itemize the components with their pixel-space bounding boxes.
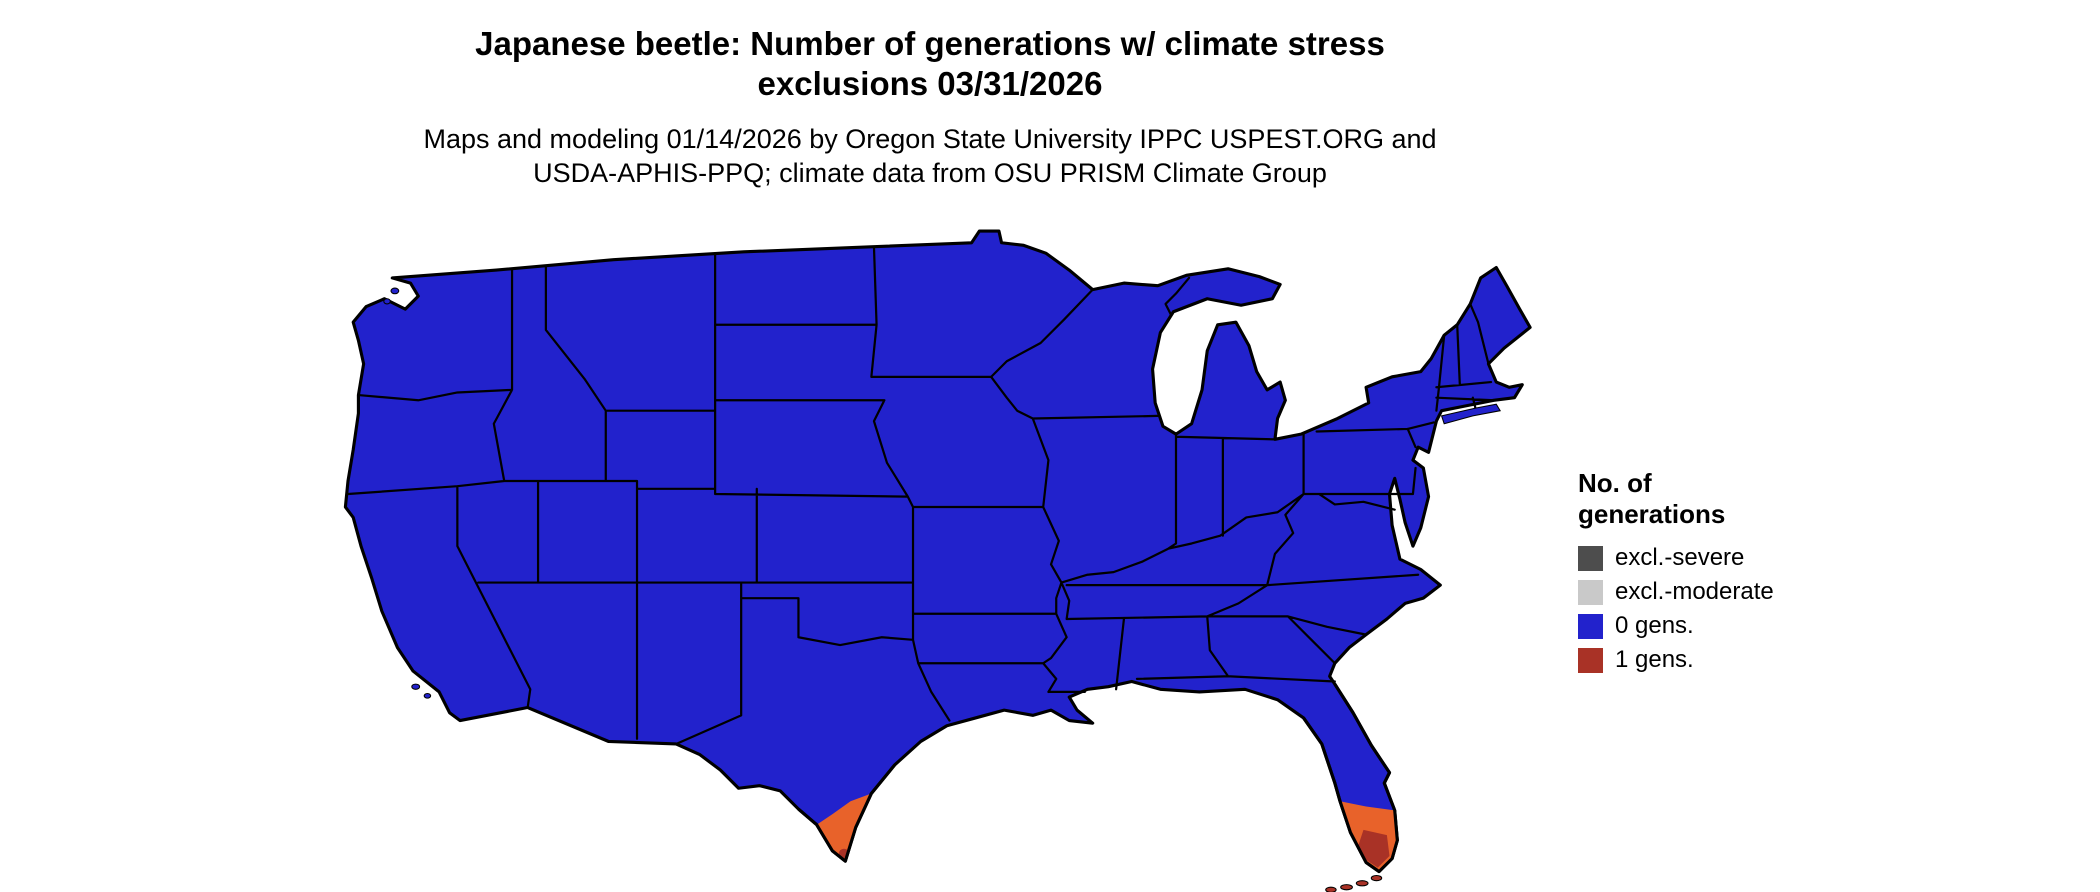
island-speck-puget-2 <box>383 298 391 305</box>
legend-swatch-excl-moderate <box>1578 579 1603 605</box>
florida-keys-one-gen <box>1325 874 1383 892</box>
legend-title-line-1: No. of <box>1578 468 1652 498</box>
legend-title-line-2: generations <box>1578 498 1726 529</box>
legend-item-excl-severe: excl.-severe <box>1578 541 1774 575</box>
subtitle-line-1: Maps and modeling 01/14/2026 by Oregon S… <box>423 124 1437 154</box>
island-speck-channel <box>411 683 421 690</box>
map-subtitle: Maps and modeling 01/14/2026 by Oregon S… <box>0 122 1860 190</box>
long-island <box>1440 403 1502 425</box>
legend-label-excl-moderate: excl.-moderate <box>1615 578 1774 606</box>
us-map <box>250 205 1550 892</box>
legend-item-0-gens: 0 gens. <box>1578 609 1774 643</box>
legend-item-excl-moderate: excl.-moderate <box>1578 575 1774 609</box>
legend-label-0-gens: 0 gens. <box>1615 612 1694 640</box>
title-line-1: Japanese beetle: Number of generations w… <box>475 25 1385 62</box>
legend-label-excl-severe: excl.-severe <box>1615 544 1745 572</box>
legend-swatch-0-gens <box>1578 613 1603 639</box>
legend-swatch-excl-severe <box>1578 545 1603 571</box>
legend-label-1-gens: 1 gens. <box>1615 646 1694 674</box>
legend-title: No. of generations <box>1578 468 1774 529</box>
legend-swatch-1-gens <box>1578 647 1603 673</box>
us-map-svg <box>343 229 1532 892</box>
island-speck-channel-2 <box>423 692 432 699</box>
title-line-2: exclusions 03/31/2026 <box>757 65 1103 103</box>
blue-islands <box>383 287 1502 699</box>
state-borders <box>346 245 1495 746</box>
map-title: Japanese beetle: Number of generations w… <box>0 24 1860 105</box>
legend-item-1-gens: 1 gens. <box>1578 643 1774 677</box>
subtitle-line-2: USDA-APHIS-PPQ; climate data from OSU PR… <box>533 158 1327 189</box>
map-legend: No. of generations excl.-severe excl.-mo… <box>1578 468 1774 677</box>
island-speck-puget <box>390 287 400 295</box>
south-florida-one-gen-core <box>1358 829 1390 868</box>
coastline-overlay <box>797 683 1399 874</box>
conus-land <box>343 229 1532 874</box>
south-texas-one-gen-region <box>816 793 872 862</box>
